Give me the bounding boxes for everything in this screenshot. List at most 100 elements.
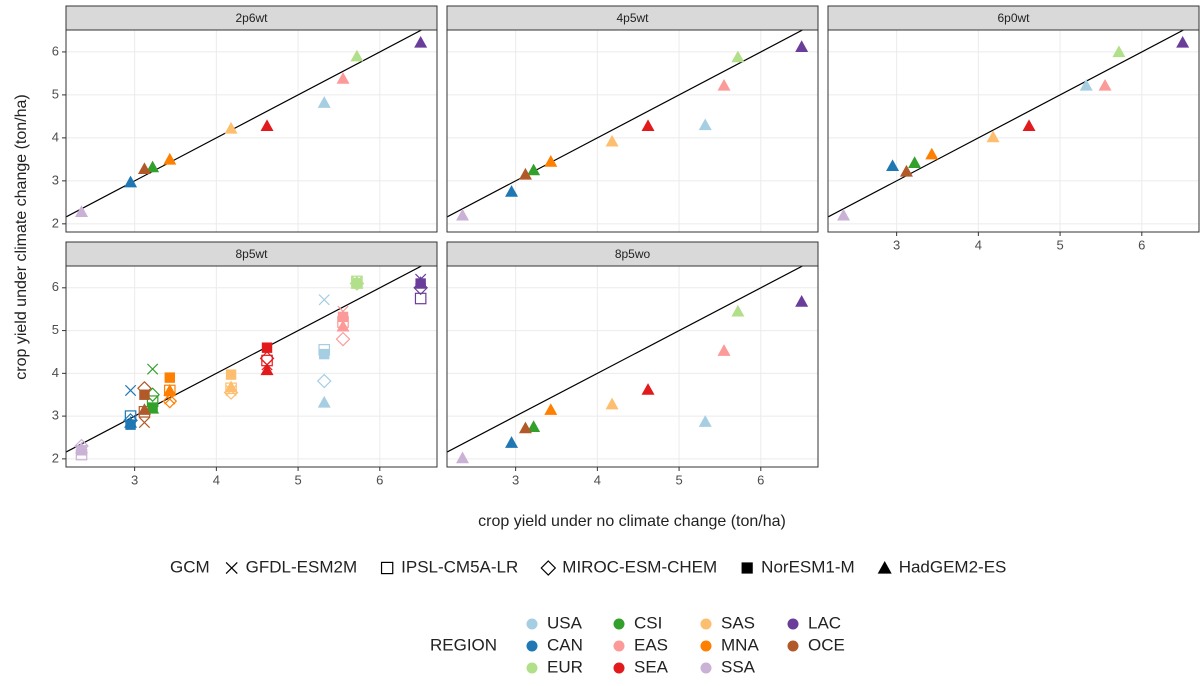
point [698, 118, 712, 131]
legend-label: GFDL-ESM2M [246, 557, 357, 576]
reference-line [828, 30, 1185, 218]
point [224, 380, 238, 393]
x-tick-label: 6 [1138, 237, 1145, 252]
point [337, 311, 349, 323]
point [124, 175, 138, 188]
panel-border [446, 29, 819, 233]
point [1098, 78, 1112, 91]
panel-content [66, 266, 437, 467]
point [318, 294, 330, 306]
legend-symbol [613, 618, 625, 630]
point [505, 185, 519, 197]
point [527, 163, 541, 176]
point [261, 342, 273, 353]
legend-symbol [741, 562, 753, 574]
point [317, 395, 331, 408]
legend-label: IPSL-CM5A-LR [401, 557, 518, 576]
x-tick-label: 4 [975, 237, 982, 252]
reference-line [447, 266, 804, 453]
y-tick-label: 6 [52, 43, 59, 58]
point [336, 72, 350, 84]
x-tick-label: 3 [512, 472, 519, 487]
point [518, 421, 532, 434]
point [350, 49, 364, 62]
y-tick-label: 3 [52, 172, 59, 187]
point [146, 160, 160, 173]
point [124, 416, 138, 428]
point [925, 147, 939, 160]
point [605, 134, 619, 147]
y-tick-label: 4 [52, 365, 59, 380]
legend-label: CAN [547, 635, 583, 654]
point [139, 389, 150, 400]
strip [827, 5, 1200, 31]
legend-label: EUR [547, 657, 583, 676]
y-tick-label: 2 [52, 450, 59, 465]
legend-label: LAC [808, 613, 841, 632]
panel-content [828, 30, 1199, 232]
legend-symbol [787, 640, 799, 652]
panel [66, 266, 437, 467]
panel-border [827, 29, 1200, 233]
point [1112, 45, 1126, 58]
y-tick-label: 4 [52, 129, 59, 144]
legend-label: OCE [808, 635, 845, 654]
point [163, 152, 177, 165]
panel [447, 30, 818, 232]
legend-label: NorESM1-M [761, 557, 855, 576]
legend-label: SAS [721, 613, 755, 632]
panel-content [66, 30, 437, 232]
point [414, 276, 428, 288]
legend-symbol [380, 561, 394, 575]
legend-symbol [526, 618, 538, 630]
legend-symbol [700, 618, 712, 630]
point [641, 119, 655, 132]
point [717, 78, 731, 91]
point [260, 363, 274, 376]
legend-symbol [526, 640, 538, 652]
strip-label: 6p0wt [997, 11, 1030, 25]
point [1022, 119, 1036, 132]
point [137, 162, 151, 175]
point [316, 373, 332, 389]
y-tick-label: 6 [52, 279, 59, 294]
panel-border [446, 265, 819, 468]
point [456, 208, 470, 221]
y-tick-label: 3 [52, 408, 59, 423]
point [641, 383, 655, 395]
panel [66, 30, 437, 232]
legend-label: EAS [634, 635, 668, 654]
point [335, 331, 351, 347]
x-tick-label: 3 [131, 472, 138, 487]
x-tick-label: 6 [757, 472, 764, 487]
x-tick-label: 5 [1056, 237, 1063, 252]
x-tick-label: 5 [294, 472, 301, 487]
strip [65, 5, 438, 31]
legend-label: MIROC-ESM-CHEM [562, 557, 717, 576]
point [544, 155, 558, 167]
point [146, 401, 160, 414]
point [986, 130, 1000, 143]
point [336, 319, 350, 332]
legend-symbol [613, 640, 625, 652]
strip-label: 8p5wo [615, 247, 651, 261]
point [698, 415, 712, 427]
point [350, 277, 364, 289]
panel-content [447, 266, 818, 467]
x-tick-label: 6 [376, 472, 383, 487]
panel-content [447, 30, 818, 232]
strip [446, 5, 819, 31]
point [224, 121, 238, 134]
legend-symbol [526, 662, 538, 674]
point [886, 159, 900, 172]
legend-symbol [700, 662, 712, 674]
legend-symbol [877, 561, 892, 574]
legend-title: REGION [430, 635, 497, 654]
y-tick-label: 2 [52, 215, 59, 230]
point [414, 292, 427, 305]
point [605, 397, 619, 410]
x-tick-label: 3 [893, 237, 900, 252]
legend-symbol [613, 662, 625, 674]
point [146, 363, 159, 375]
